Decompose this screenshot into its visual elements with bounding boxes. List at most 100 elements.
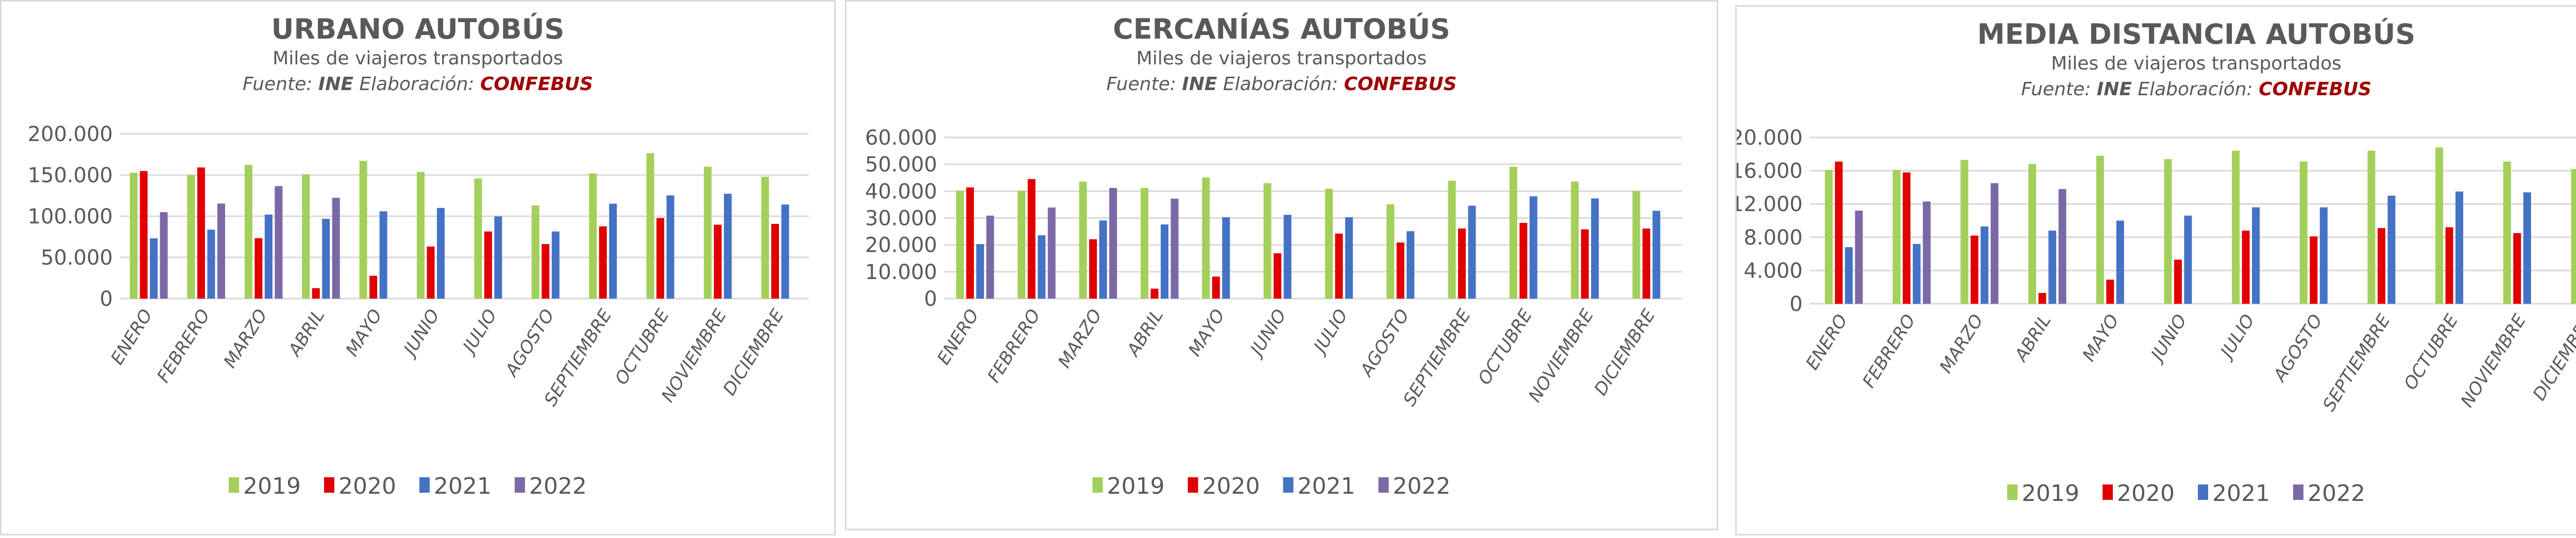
- bar-2021: [666, 195, 674, 299]
- y-tick-label: 150.000: [28, 164, 113, 187]
- legend-label: 2020: [2117, 480, 2175, 507]
- chart-titles: MEDIA DISTANCIA AUTOBÚS Miles de viajero…: [1737, 18, 2576, 102]
- x-tick-label: JUNIO: [1245, 306, 1291, 362]
- bar-2020: [1970, 235, 1978, 304]
- bar-2020: [427, 246, 435, 299]
- bar-2019: [359, 161, 367, 299]
- bar-2021: [1980, 226, 1989, 304]
- chart-titles: CERCANÍAS AUTOBÚS Miles de viajeros tran…: [846, 13, 1717, 97]
- x-tick-label: JULIO: [2215, 311, 2259, 364]
- bar-2019: [1018, 190, 1026, 299]
- bar-2020: [369, 275, 378, 299]
- credit-label: Elaboración:: [2138, 79, 2253, 100]
- bar-2020: [2106, 280, 2114, 304]
- bar-2021: [494, 216, 502, 299]
- bar-2020: [966, 187, 974, 299]
- bar-2019: [187, 175, 195, 299]
- source-line: Fuente: INE Elaboración: CONFEBUS: [2, 72, 834, 97]
- bar-2020: [2513, 233, 2521, 304]
- chart-title: MEDIA DISTANCIA AUTOBÚS: [1977, 18, 2416, 50]
- y-tick-label: 10.000: [865, 261, 937, 284]
- x-tick-label: ENERO: [933, 306, 983, 369]
- bar-2020: [2038, 293, 2046, 304]
- bar-2020: [312, 288, 320, 299]
- bar-2020: [484, 231, 492, 299]
- bar-2020: [2242, 230, 2250, 304]
- x-tick-label: JULIO: [457, 306, 501, 359]
- chart-panel: 0 4.000 8.000 12.000 16.000 20.000 ENERO FEBRER…: [1735, 5, 2576, 535]
- bar-2019: [704, 166, 712, 299]
- bar-2021: [2048, 230, 2057, 304]
- bar-2020: [1150, 288, 1159, 299]
- legend-swatch-2019: [2007, 484, 2018, 500]
- x-tick-label: ENERO: [107, 306, 157, 369]
- chart-subtitle: Miles de viajeros transportados: [273, 48, 563, 69]
- bar-2021: [149, 238, 158, 299]
- chart-title: URBANO AUTOBÚS: [271, 13, 565, 45]
- bar-2022: [1990, 183, 1998, 304]
- bar-2019: [1079, 181, 1087, 299]
- legend-label: 2020: [338, 473, 396, 499]
- bar-2022: [160, 212, 168, 299]
- bar-2021: [322, 218, 330, 299]
- bar-2020: [1519, 222, 1528, 299]
- bar-2020: [656, 218, 665, 299]
- y-tick-label: 30.000: [865, 207, 937, 231]
- y-tick-label: 200.000: [28, 123, 113, 146]
- bar-2020: [2174, 259, 2182, 304]
- y-tick-label: 60.000: [865, 126, 937, 150]
- legend-label: 2022: [1393, 473, 1451, 499]
- bar-2021: [1345, 217, 1353, 299]
- x-tick-label: JULIO: [1308, 306, 1352, 359]
- bar-2021: [551, 231, 560, 299]
- y-tick-label: 4.000: [1743, 259, 1803, 283]
- y-tick-label: 0: [924, 287, 937, 311]
- bar-2020: [714, 224, 722, 299]
- bar-chart: 0 50.000 100.000 150.000 200.000 ENEROFEBRERO…: [28, 123, 809, 499]
- bar-2021: [1038, 235, 1046, 299]
- bar-2020: [2310, 236, 2318, 304]
- bar-2022: [986, 215, 994, 299]
- bar-2019: [1892, 169, 1901, 304]
- legend-swatch-2020: [1188, 477, 1198, 493]
- bar-2019: [1386, 204, 1395, 299]
- y-tick-label: 20.000: [865, 234, 937, 257]
- bar-2021: [781, 204, 789, 299]
- bar-2019: [1325, 188, 1333, 299]
- legend-label: 2022: [2308, 480, 2365, 507]
- bar-2019: [2435, 147, 2444, 304]
- bar-2022: [217, 203, 225, 299]
- bar-2020: [599, 226, 607, 299]
- bar-2021: [1406, 231, 1415, 299]
- bar-2021: [1845, 247, 1853, 304]
- x-tick-label: OCTUBRE: [611, 305, 673, 388]
- source-label: Fuente:: [1106, 74, 1176, 95]
- bar-2019: [1571, 181, 1579, 299]
- x-tick-label: DICIEMBRE: [1590, 305, 1659, 399]
- x-tick-label: FEBRERO: [984, 306, 1045, 387]
- bar-2022: [332, 198, 340, 299]
- x-tick-label: JUNIO: [2145, 311, 2191, 367]
- bar-2020: [1458, 228, 1466, 299]
- source-name: INE: [318, 74, 353, 95]
- y-tick-label: 50.000: [41, 246, 113, 270]
- legend-label: 2019: [243, 473, 301, 499]
- x-tick-label: ABRIL: [284, 306, 329, 361]
- chart-subtitle: Miles de viajeros transportados: [2051, 53, 2342, 74]
- bar-chart: 0 4.000 8.000 12.000 16.000 20.000 ENERO FEBRER…: [1737, 126, 2576, 507]
- y-tick-label: 50.000: [865, 153, 937, 177]
- bar-2020: [1027, 179, 1036, 299]
- bar-2021: [2319, 207, 2328, 304]
- credit-name: CONFEBUS: [1344, 74, 1457, 95]
- bar-2022: [2058, 189, 2066, 304]
- bar-2020: [541, 244, 550, 299]
- bar-2019: [2164, 159, 2172, 304]
- chart-title: CERCANÍAS AUTOBÚS: [1113, 13, 1450, 45]
- x-tick-label: MARZO: [1054, 306, 1106, 372]
- x-tick-label: SEPTIEMBRE: [2319, 310, 2395, 415]
- legend-label: 2021: [2212, 480, 2270, 507]
- bar-2019: [1825, 169, 1833, 304]
- legend-swatch-2021: [419, 477, 430, 493]
- bar-2021: [1529, 196, 1537, 299]
- bar-2020: [1274, 253, 1282, 299]
